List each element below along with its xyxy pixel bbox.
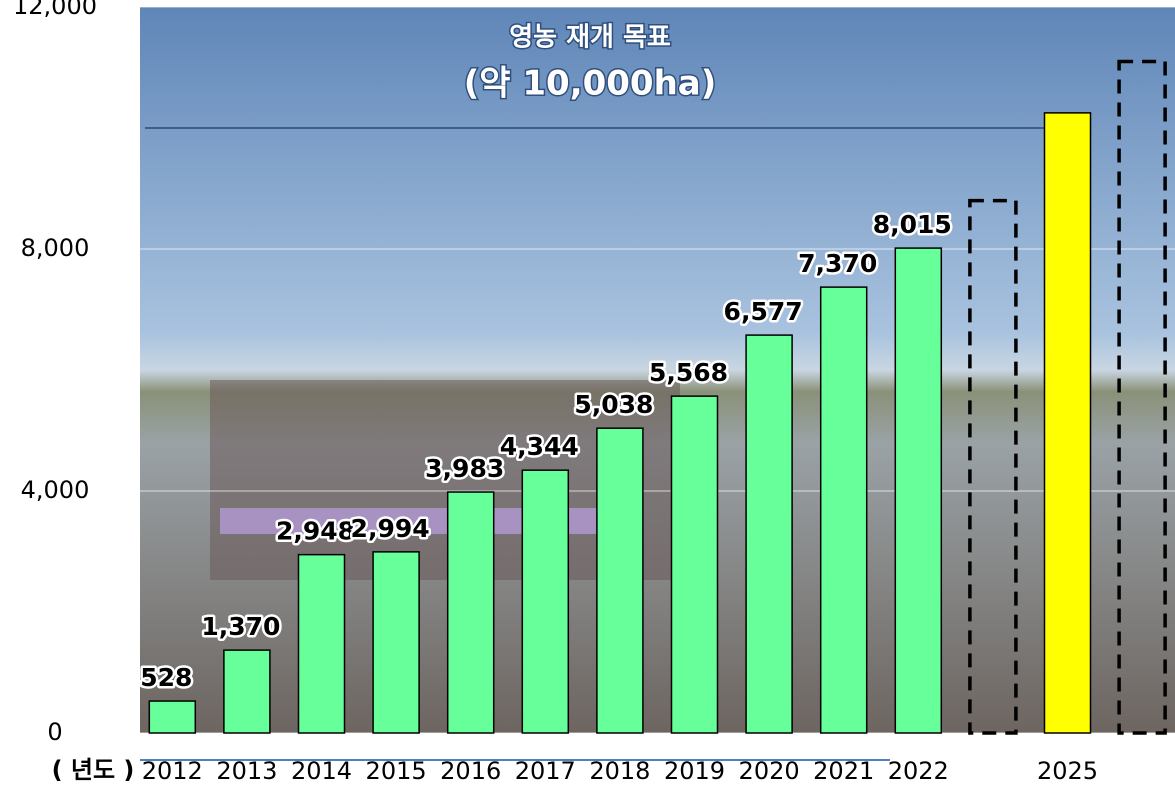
bar [745,334,793,734]
x-tick-label: 2021 [813,757,874,785]
y-tick-label: 4,000 [21,476,90,504]
value-label: 5,568 [649,358,728,387]
value-label: 2,994 [351,514,430,543]
x-tick-label: 2014 [291,757,352,785]
machine-part [220,508,640,534]
value-label: 7,370 [798,249,877,278]
bar [670,395,719,734]
value-label: 5,038 [574,390,653,419]
value-label: 3,983 [425,454,504,483]
annotation: (약 10,000ha) [464,64,717,104]
bar [297,553,346,734]
x-tick-label: 2018 [589,757,650,785]
bar [521,469,570,734]
x-tick-label: 2020 [739,757,800,785]
bar [148,700,197,734]
projection-box [968,198,1018,735]
y-tick-label: 0 [47,718,62,746]
value-label: 1,370 [201,612,280,641]
x-tick-label: 2025 [1037,757,1098,785]
value-label: 4,344 [500,432,579,461]
bar [894,247,943,734]
value-label: 528 [140,663,192,692]
projection-box [1117,59,1167,735]
bar [223,649,271,734]
bar [1043,112,1092,734]
bar [446,491,495,734]
value-label: 2,948 [276,517,355,546]
x-tick-label: 2022 [888,757,949,785]
x-tick-label: 2019 [664,757,725,785]
x-tick-label: 2012 [142,757,203,785]
x-tick-label: 2016 [440,757,501,785]
x-tick-label: 2013 [216,757,277,785]
x-tick-label: 2015 [366,757,427,785]
bar [596,427,644,734]
value-label: 6,577 [724,297,803,326]
y-tick-label: 8,000 [21,234,90,262]
x-tick-label: 2017 [515,757,576,785]
x-axis-label: ( 년도 ) [52,756,135,784]
annotation: 영농 재개 목표 [509,23,671,53]
y-tick-label: 12,000 [13,0,97,20]
value-label: 8,015 [873,210,952,239]
bar [372,551,420,734]
bar [819,286,868,734]
